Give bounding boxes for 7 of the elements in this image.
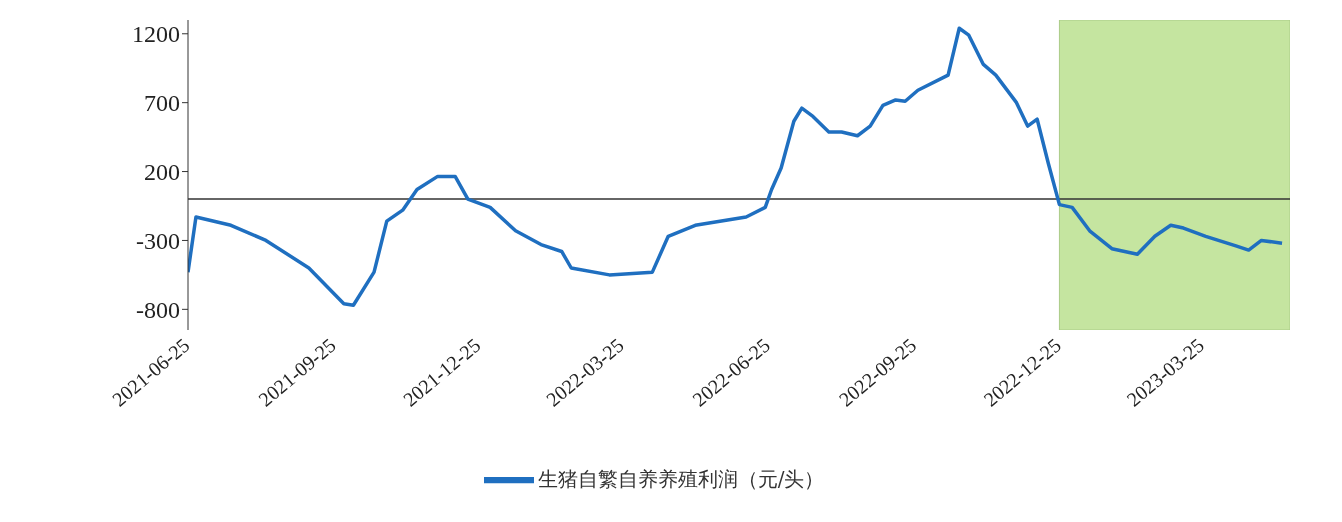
y-tick-label: -300 (136, 227, 180, 254)
y-tick-label: 1200 (132, 21, 180, 48)
y-tick-label: 200 (144, 159, 180, 186)
line-series (188, 26, 1284, 307)
y-tick-label: 700 (144, 90, 180, 117)
y-tick-label: -800 (136, 296, 180, 323)
legend-label: 生猪自繁自养养殖利润（元/头） (537, 466, 825, 491)
